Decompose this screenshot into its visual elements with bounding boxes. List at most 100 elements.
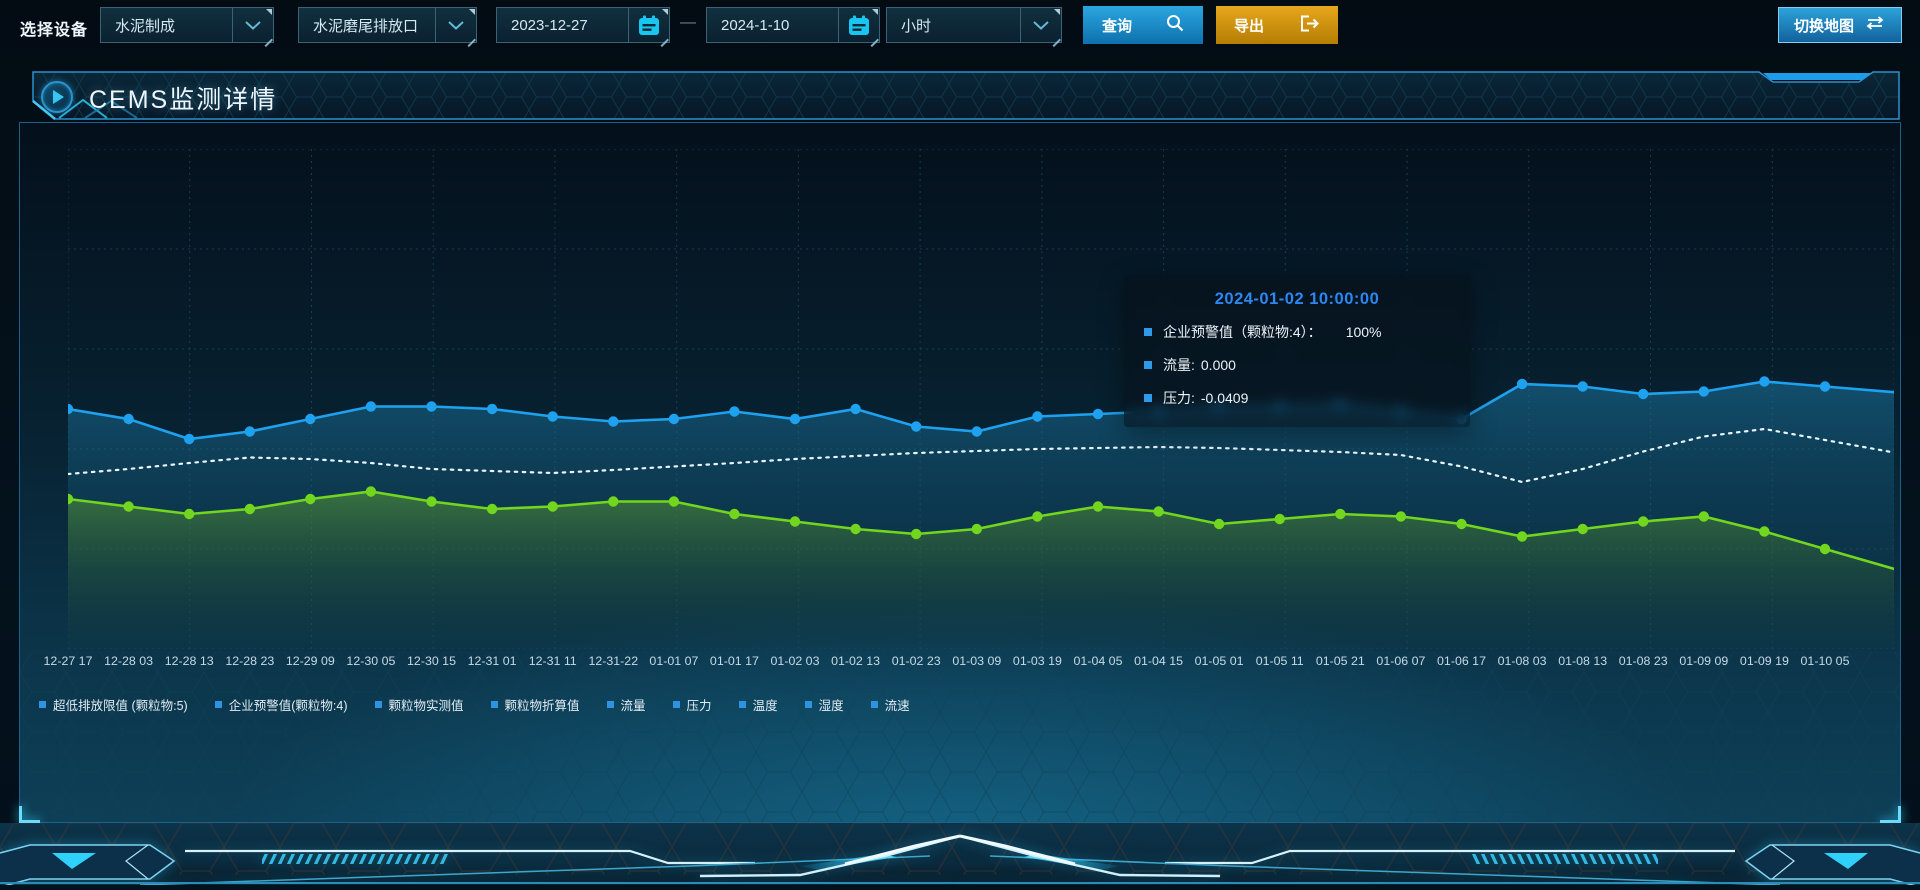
x-tick-label: 01-02 03: [770, 654, 820, 668]
legend-label: 压力: [686, 699, 712, 713]
search-icon: [1166, 14, 1184, 36]
outlet-value: 水泥磨尾排放口: [313, 17, 419, 35]
legend-marker: [214, 701, 222, 708]
legend-label: 超低排放限值 (颗粒物:5): [53, 699, 188, 713]
panel-header-decoration: [32, 71, 1900, 120]
toolbar: 选择设备 水泥制成 水泥磨尾排放口 2023-12-27 — 2024-1-10: [0, 0, 1920, 52]
legend-item[interactable]: 流速: [870, 695, 910, 714]
x-tick-label: 01-10 05: [1800, 654, 1850, 668]
end-date-picker[interactable]: 2024-1-10: [706, 7, 880, 43]
switch-map-label: 切换地图: [1793, 17, 1854, 35]
legend-marker: [39, 701, 46, 708]
x-tick-label: 01-03 09: [952, 654, 1002, 668]
legend-marker: [738, 701, 746, 708]
x-tick-label: 01-04 15: [1134, 654, 1184, 668]
legend-item[interactable]: 湿度: [804, 695, 844, 714]
legend-marker: [374, 701, 382, 708]
tooltip-series-marker: [1144, 328, 1152, 336]
export-icon: [1300, 15, 1320, 36]
x-axis-labels: 12-27 17 12-28 03 12-28 13 12-28 23 12-29 09…: [44, 654, 1894, 670]
tooltip-row: 压力: -0.0409: [1144, 388, 1450, 408]
x-tick-label: 12-28 23: [225, 654, 275, 668]
panel-corner-accent: [1880, 806, 1901, 823]
query-button[interactable]: 查询: [1083, 6, 1203, 44]
x-tick-label: 12-31 11: [528, 654, 577, 668]
x-tick-label: 12-28 03: [104, 654, 154, 668]
x-tick-label: 01-01 17: [709, 654, 759, 668]
footer-decoration: [0, 823, 1920, 890]
x-tick-label: 12-27 17: [43, 654, 93, 668]
calendar-icon: [628, 8, 669, 42]
start-date-value: 2023-12-27: [511, 16, 588, 34]
x-tick-label: 12-29 09: [285, 654, 335, 668]
legend-label: 颗粒物实测值: [388, 699, 464, 713]
tooltip-row: 流量: 0.000: [1144, 355, 1450, 375]
x-tick-label: 01-02 23: [891, 654, 941, 668]
legend-marker: [490, 701, 498, 708]
legend-item[interactable]: 颗粒物实测值: [374, 695, 464, 714]
tooltip-row-value: -0.0409: [1200, 390, 1249, 406]
x-tick-label: 12-31-22: [588, 654, 639, 668]
play-icon: [41, 81, 73, 113]
x-tick-label: 12-30 15: [407, 654, 456, 668]
panel-title: CEMS监测详情: [89, 86, 278, 114]
chevron-down-icon: [232, 8, 273, 42]
interval-select[interactable]: 小时: [886, 7, 1062, 43]
x-tick-label: 01-06 17: [1437, 654, 1486, 668]
interval-value: 小时: [901, 17, 932, 35]
chart-plot-area[interactable]: [62, 148, 1896, 650]
tooltip-rows: 企业预警值（颗粒物:4）： 100% 流量: 0.000 压力: -0.0409: [1144, 322, 1450, 408]
legend-marker: [804, 701, 812, 708]
x-tick-label: 12-28 13: [164, 654, 214, 668]
tooltip-row-value: 0.000: [1200, 357, 1236, 373]
x-tick-label: 01-09 19: [1739, 654, 1789, 668]
calendar-icon: [838, 8, 879, 42]
legend-item[interactable]: 颗粒物折算值: [490, 695, 580, 714]
legend-item[interactable]: 温度: [738, 695, 778, 714]
legend-label: 流速: [884, 699, 910, 713]
device-type-select[interactable]: 水泥制成: [100, 7, 274, 43]
x-tick-label: 01-09 09: [1679, 654, 1729, 668]
tooltip-row-value: 100%: [1345, 324, 1382, 340]
x-tick-label: 12-31 01: [467, 654, 517, 668]
chevron-down-icon: [1020, 8, 1061, 42]
tooltip-series-marker: [1144, 394, 1152, 402]
legend-marker: [870, 701, 878, 708]
tooltip-row: 企业预警值（颗粒物:4）： 100%: [1144, 322, 1450, 342]
tooltip-row-label: 流量:: [1163, 357, 1195, 373]
export-button[interactable]: 导出: [1216, 6, 1338, 44]
legend-item[interactable]: 压力: [672, 695, 712, 714]
chevron-down-icon: [435, 8, 476, 42]
x-tick-label: 01-01 07: [649, 654, 699, 668]
legend-marker: [606, 701, 614, 708]
export-button-label: 导出: [1234, 17, 1265, 35]
tooltip-title: 2024-01-02 10:00:00: [1214, 290, 1380, 308]
legend-label: 颗粒物折算值: [504, 699, 580, 713]
device-type-value: 水泥制成: [115, 17, 176, 35]
x-tick-label: 01-02 13: [831, 654, 881, 668]
panel-corner-accent: [19, 806, 40, 823]
x-tick-label: 01-04 05: [1073, 654, 1123, 668]
query-button-label: 查询: [1102, 17, 1133, 35]
x-tick-label: 01-08 23: [1618, 654, 1668, 668]
start-date-picker[interactable]: 2023-12-27: [496, 7, 670, 43]
chart-legend: 超低排放限值 (颗粒物:5) 企业预警值(颗粒物:4) 颗粒物实测值 颗粒物折算值 流量…: [39, 695, 910, 714]
tooltip-series-marker: [1144, 361, 1152, 369]
x-tick-label: 01-08 13: [1558, 654, 1608, 668]
legend-item[interactable]: 流量: [606, 695, 646, 714]
chart-tooltip: 2024-01-02 10:00:00 企业预警值（颗粒物:4）： 100% 流量:…: [1124, 275, 1470, 427]
switch-map-button[interactable]: 切换地图: [1778, 7, 1902, 43]
panel-hex-pattern: [20, 652, 1900, 822]
legend-label: 企业预警值(颗粒物:4): [228, 699, 348, 713]
x-tick-label: 01-06 07: [1376, 654, 1426, 668]
chart-panel: 12-27 17 12-28 03 12-28 13 12-28 23 12-29 09…: [19, 122, 1901, 823]
x-tick-label: 01-05 21: [1315, 654, 1365, 668]
x-tick-label: 12-30 05: [346, 654, 396, 668]
outlet-select[interactable]: 水泥磨尾排放口: [298, 7, 477, 43]
tooltip-row-label: 企业预警值（颗粒物:4）：: [1163, 324, 1322, 340]
legend-item[interactable]: 超低排放限值 (颗粒物:5): [39, 695, 188, 714]
legend-item[interactable]: 企业预警值(颗粒物:4): [214, 695, 348, 714]
legend-marker: [672, 701, 680, 708]
x-tick-label: 01-08 03: [1497, 654, 1547, 668]
